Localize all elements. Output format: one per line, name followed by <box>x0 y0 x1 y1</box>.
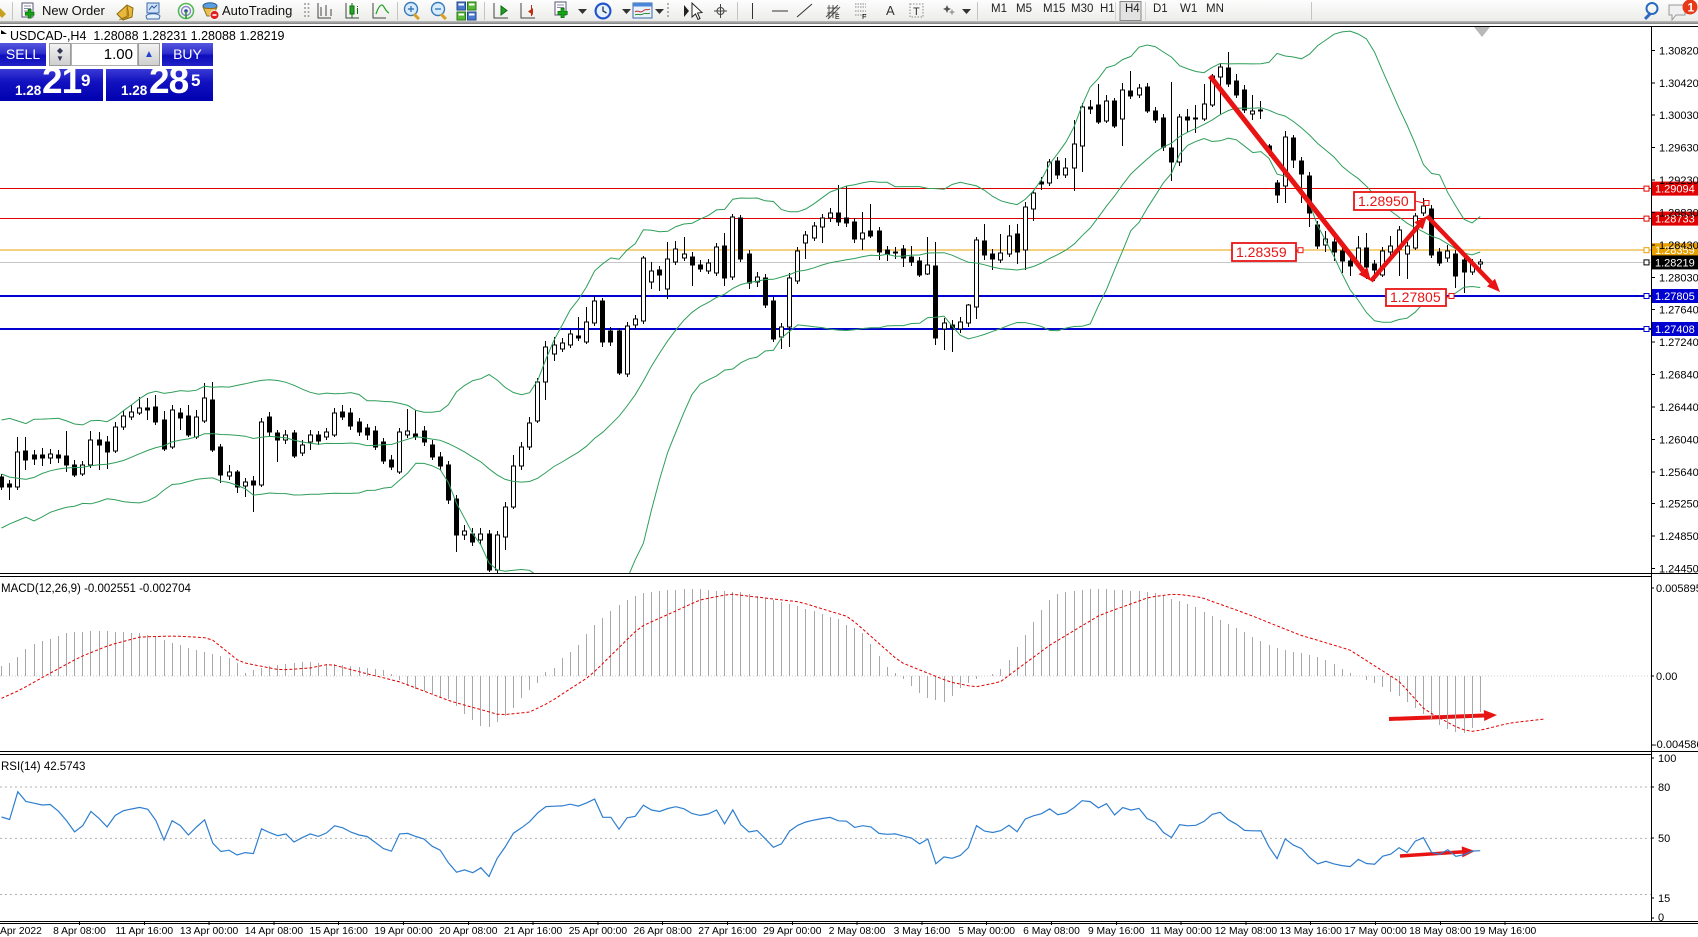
svg-text:1.27240: 1.27240 <box>1659 337 1698 349</box>
svg-text:1.27805: 1.27805 <box>1390 289 1441 305</box>
svg-text:27 Apr 16:00: 27 Apr 16:00 <box>698 926 757 937</box>
svg-text:0.005895: 0.005895 <box>1656 583 1698 595</box>
svg-text:14 Apr 08:00: 14 Apr 08:00 <box>245 926 304 937</box>
svg-text:2 May 08:00: 2 May 08:00 <box>829 926 886 937</box>
svg-text:F: F <box>862 12 867 21</box>
svg-text:1.27805: 1.27805 <box>1655 291 1695 303</box>
svg-text:13 Apr 00:00: 13 Apr 00:00 <box>180 926 239 937</box>
svg-text:1.24450: 1.24450 <box>1659 564 1698 576</box>
svg-text:26 Apr 08:00: 26 Apr 08:00 <box>633 926 692 937</box>
svg-text:RSI(14) 42.5743: RSI(14) 42.5743 <box>1 761 85 773</box>
svg-text:0.00: 0.00 <box>1656 671 1677 683</box>
svg-text:1.30820: 1.30820 <box>1659 46 1698 58</box>
svg-text:80: 80 <box>1658 782 1670 794</box>
svg-text:1.29230: 1.29230 <box>1659 175 1698 187</box>
svg-text:1.27408: 1.27408 <box>1655 324 1695 336</box>
svg-text:0: 0 <box>1658 912 1664 924</box>
svg-text:11 Apr 16:00: 11 Apr 16:00 <box>115 926 173 937</box>
svg-text:Apr 2022: Apr 2022 <box>0 926 42 937</box>
svg-text:5 May 00:00: 5 May 00:00 <box>958 926 1015 937</box>
svg-text:21 Apr 16:00: 21 Apr 16:00 <box>504 926 563 937</box>
svg-text:29 Apr 00:00: 29 Apr 00:00 <box>763 926 822 937</box>
svg-text:1.28359: 1.28359 <box>1655 245 1695 257</box>
svg-text:1.28359: 1.28359 <box>1236 244 1287 260</box>
svg-text:25 Apr 00:00: 25 Apr 00:00 <box>569 926 628 937</box>
svg-text:15: 15 <box>1658 893 1670 905</box>
svg-text:20 Apr 08:00: 20 Apr 08:00 <box>439 926 498 937</box>
svg-text:18 May 08:00: 18 May 08:00 <box>1409 926 1472 937</box>
svg-text:1.26040: 1.26040 <box>1659 434 1698 446</box>
svg-text:1.28950: 1.28950 <box>1358 193 1409 209</box>
svg-text:19 May 16:00: 19 May 16:00 <box>1474 926 1537 937</box>
svg-text:1.25250: 1.25250 <box>1659 499 1698 511</box>
svg-text:1.30420: 1.30420 <box>1659 78 1698 90</box>
svg-text:3 May 16:00: 3 May 16:00 <box>894 926 951 937</box>
svg-text:15 Apr 16:00: 15 Apr 16:00 <box>309 926 368 937</box>
svg-text:1.28830: 1.28830 <box>1659 208 1698 220</box>
svg-text:1.26840: 1.26840 <box>1659 369 1698 381</box>
svg-text:1.28219: 1.28219 <box>1655 257 1695 269</box>
svg-text:1.29094: 1.29094 <box>1655 184 1695 196</box>
svg-text:A: A <box>886 3 895 18</box>
svg-text:13 May 16:00: 13 May 16:00 <box>1279 926 1342 937</box>
svg-text:19 Apr 00:00: 19 Apr 00:00 <box>374 926 433 937</box>
svg-text:MACD(12,26,9) -0.002551 -0.002: MACD(12,26,9) -0.002551 -0.002704 <box>1 583 191 595</box>
svg-text:1.28733: 1.28733 <box>1655 214 1695 226</box>
svg-text:9 May 16:00: 9 May 16:00 <box>1088 926 1145 937</box>
svg-text:1: 1 <box>1688 1 1695 15</box>
svg-text:1.30030: 1.30030 <box>1659 110 1698 122</box>
svg-text:1.28430: 1.28430 <box>1659 240 1698 252</box>
svg-text:50: 50 <box>1658 833 1670 845</box>
svg-text:6 May 08:00: 6 May 08:00 <box>1023 926 1080 937</box>
svg-text:12 May 08:00: 12 May 08:00 <box>1215 926 1278 937</box>
svg-text:1.28030: 1.28030 <box>1659 273 1698 285</box>
svg-text:1.26440: 1.26440 <box>1659 402 1698 414</box>
svg-text:1.24850: 1.24850 <box>1659 531 1698 543</box>
svg-text:8 Apr 08:00: 8 Apr 08:00 <box>53 926 106 937</box>
svg-text:11 May 00:00: 11 May 00:00 <box>1150 926 1212 937</box>
svg-text:T: T <box>913 6 920 18</box>
svg-text:100: 100 <box>1658 753 1676 765</box>
svg-text:17 May 00:00: 17 May 00:00 <box>1344 926 1407 937</box>
svg-text:1.29630: 1.29630 <box>1659 143 1698 155</box>
svg-text:-0.004586: -0.004586 <box>1653 739 1698 751</box>
svg-text:E: E <box>835 14 840 21</box>
svg-text:1.25640: 1.25640 <box>1659 467 1698 479</box>
svg-text:1.27640: 1.27640 <box>1659 304 1698 316</box>
svg-text:USDCAD-,H4 1.28088 1.28231 1.: USDCAD-,H4 1.28088 1.28231 1.28088 1.282… <box>10 29 285 43</box>
